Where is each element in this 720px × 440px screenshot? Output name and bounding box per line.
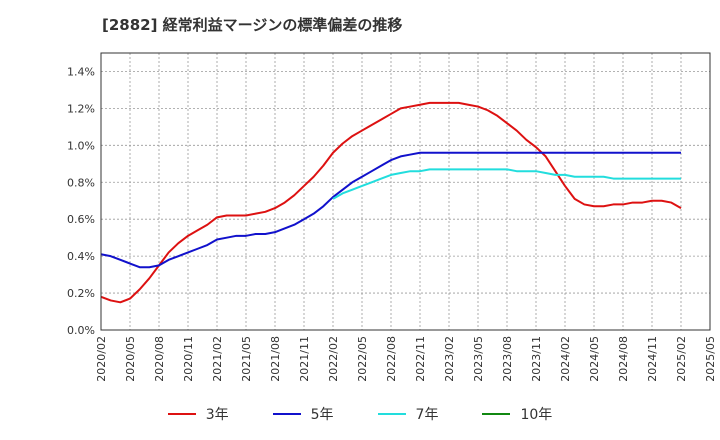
x-tick-label: 2021/08 bbox=[269, 336, 282, 382]
x-tick-label: 2024/08 bbox=[617, 336, 630, 382]
y-tick-label: 0.0% bbox=[67, 324, 95, 337]
plot-border bbox=[100, 52, 711, 331]
series-line-5年 bbox=[100, 151, 681, 269]
y-tick-label: 1.2% bbox=[67, 102, 95, 115]
legend-swatch bbox=[167, 413, 196, 415]
x-tick-label: 2020/02 bbox=[95, 336, 108, 382]
x-tick-label: 2020/05 bbox=[124, 336, 137, 382]
legend-label: 5年 bbox=[310, 407, 334, 423]
series-line-3年 bbox=[100, 101, 682, 304]
chart-title: [2882] 経常利益マージンの標準偏差の推移 bbox=[102, 16, 403, 34]
x-tick-label: 2025/02 bbox=[675, 336, 688, 382]
x-tick-label: 2022/08 bbox=[385, 336, 398, 382]
x-tick-label: 2021/05 bbox=[240, 336, 253, 382]
y-tick-label: 1.0% bbox=[67, 139, 95, 152]
x-tick-label: 2025/05 bbox=[704, 336, 717, 382]
legend-swatch bbox=[482, 413, 511, 415]
x-tick-label: 2020/08 bbox=[153, 336, 166, 382]
x-tick-label: 2024/02 bbox=[559, 336, 572, 382]
y-tick-label: 0.8% bbox=[67, 176, 95, 189]
x-tick-label: 2021/02 bbox=[211, 336, 224, 382]
x-tick-label: 2023/11 bbox=[530, 336, 543, 382]
x-tick-label: 2020/11 bbox=[182, 336, 195, 382]
y-tick-labels: 0.0% 0.2% 0.4% 0.6% 0.8% 1.0% 1.2% 1.4% bbox=[67, 65, 95, 337]
y-tick-label: 0.2% bbox=[67, 287, 95, 300]
y-tick-label: 0.6% bbox=[67, 213, 95, 226]
legend: 3年 5年 7年 10年 bbox=[0, 404, 720, 424]
legend-item: 10年 bbox=[482, 404, 552, 424]
legend-item: 5年 bbox=[272, 404, 334, 424]
x-tick-label: 2023/05 bbox=[472, 336, 485, 382]
legend-item: 7年 bbox=[377, 404, 439, 424]
x-tick-label: 2022/05 bbox=[356, 336, 369, 382]
x-tick-labels: 2020/02 2020/05 2020/08 2020/11 2021/02 2021/… bbox=[95, 336, 717, 382]
legend-item: 3年 bbox=[167, 404, 229, 424]
series-lines bbox=[100, 101, 682, 304]
legend-swatch bbox=[272, 413, 301, 415]
x-tick-label: 2024/11 bbox=[646, 336, 659, 382]
legend-label: 7年 bbox=[415, 407, 439, 423]
y-tick-label: 0.4% bbox=[67, 250, 95, 263]
legend-label: 10年 bbox=[520, 407, 553, 423]
grid bbox=[100, 53, 711, 331]
x-tick-label: 2023/08 bbox=[501, 336, 514, 382]
legend-label: 3年 bbox=[205, 407, 229, 423]
x-tick-label: 2021/11 bbox=[298, 336, 311, 382]
x-tick-label: 2022/11 bbox=[414, 336, 427, 382]
series-line-7年 bbox=[332, 168, 681, 200]
y-tick-label: 1.4% bbox=[67, 65, 95, 78]
x-tick-label: 2023/02 bbox=[443, 336, 456, 382]
x-tick-label: 2024/05 bbox=[588, 336, 601, 382]
legend-swatch bbox=[377, 413, 406, 415]
x-tick-label: 2022/02 bbox=[327, 336, 340, 382]
